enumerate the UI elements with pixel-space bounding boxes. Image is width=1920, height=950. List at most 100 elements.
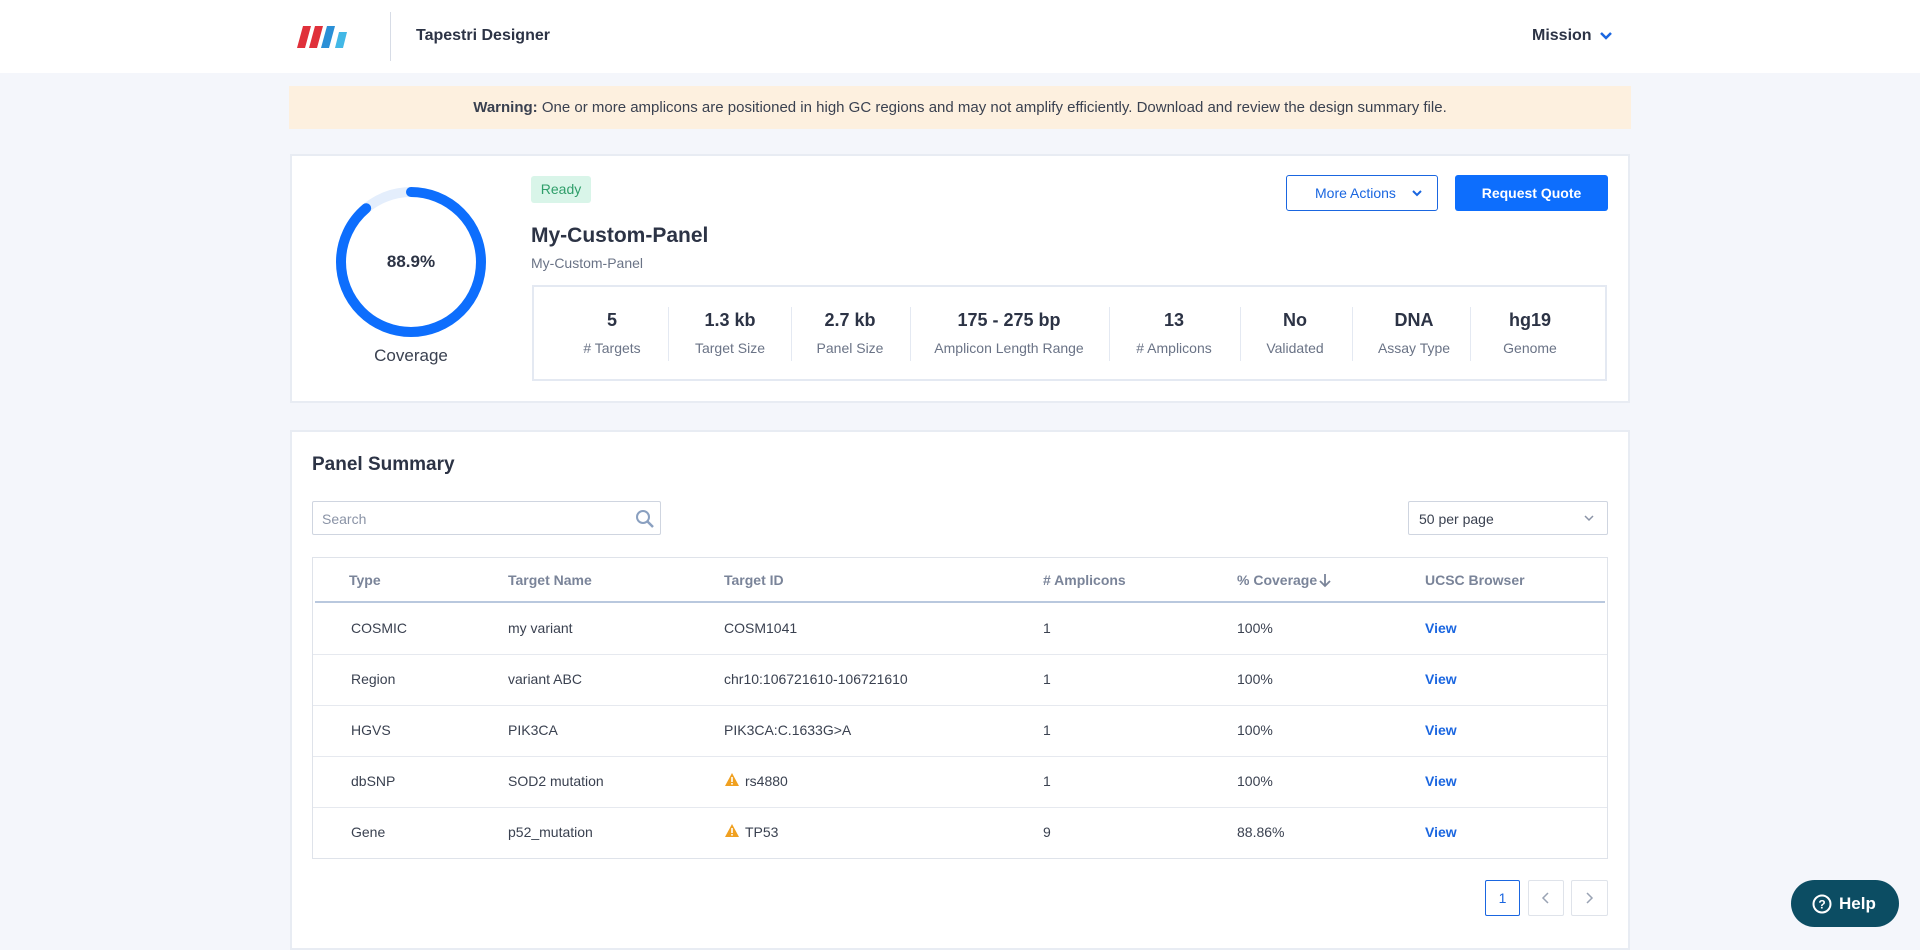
- cell: variant ABC: [508, 671, 582, 687]
- stats-box: 5 # Targets 1.3 kb Target Size 2.7 kb Panel S…: [532, 285, 1607, 381]
- top-bar: Tapestri Designer Mission: [0, 0, 1920, 73]
- divider: [390, 12, 391, 61]
- prev-icon: [1541, 892, 1549, 904]
- stat-value: 1.3 kb: [704, 310, 756, 330]
- help-label: Help: [1839, 894, 1876, 913]
- stat-value: 5: [606, 310, 617, 330]
- chevron: [1584, 515, 1594, 522]
- stat-divider: [791, 307, 792, 361]
- per-page-select[interactable]: 50 per page: [1408, 501, 1608, 535]
- warning-icon: [725, 824, 739, 837]
- cell: 9: [1043, 824, 1051, 840]
- cell: 100%: [1237, 620, 1273, 636]
- row-line: [313, 756, 1607, 757]
- cell: Region: [351, 671, 396, 687]
- view-link[interactable]: View: [1425, 620, 1457, 636]
- per-page-label: 50 per page: [1419, 511, 1494, 527]
- warning-banner: Warning: One or more amplicons are posit…: [289, 86, 1631, 129]
- stat-value: No: [1283, 310, 1307, 330]
- row-line: [313, 654, 1607, 655]
- search-input[interactable]: Search: [312, 501, 661, 535]
- cell: HGVS: [351, 722, 391, 738]
- next-page[interactable]: [1571, 880, 1608, 916]
- warning-label: Warning:: [473, 99, 538, 116]
- stat-label: Genome: [1503, 340, 1557, 356]
- cell: 100%: [1237, 722, 1273, 738]
- cell: p52_mutation: [508, 824, 593, 840]
- stat-label: # Targets: [583, 340, 641, 356]
- page-button[interactable]: 1: [1485, 880, 1520, 916]
- warning-icon: [725, 773, 739, 786]
- header-line: [315, 601, 1605, 603]
- cell: PIK3CA: [508, 722, 558, 738]
- cell: 1: [1043, 773, 1051, 789]
- svg-text:?: ?: [1818, 898, 1825, 912]
- stat-value: DNA: [1394, 310, 1434, 330]
- column-header: # Amplicons: [1043, 572, 1126, 588]
- panel-subtitle: My-Custom-Panel: [531, 255, 644, 271]
- more-actions-label: More Actions: [1315, 185, 1396, 201]
- warning-text: One or more amplicons are positioned in …: [541, 99, 1447, 116]
- help-button[interactable]: ? Help: [1791, 880, 1899, 927]
- cell: 1: [1043, 722, 1051, 738]
- coverage-caption: Coverage: [374, 346, 448, 365]
- cell: Gene: [351, 824, 386, 840]
- stat-divider: [1109, 307, 1110, 361]
- stat-value: 13: [1163, 310, 1185, 330]
- panel-title: My-Custom-Panel: [531, 224, 709, 247]
- app-name: Tapestri Designer: [416, 27, 550, 44]
- cell: 100%: [1237, 773, 1273, 789]
- stat-value: hg19: [1508, 310, 1551, 330]
- cell: COSMIC: [351, 620, 407, 636]
- cell: dbSNP: [351, 773, 396, 789]
- view-link[interactable]: View: [1425, 722, 1457, 738]
- column-header: Type: [349, 572, 381, 588]
- summary-table: Type Target Name Target ID # Amplicons % Cov…: [312, 557, 1608, 859]
- request-quote-button[interactable]: Request Quote: [1455, 175, 1608, 211]
- cell: SOD2 mutation: [508, 773, 604, 789]
- stat-value: 2.7 kb: [824, 310, 876, 330]
- stat-value: 175 - 275 bp: [957, 310, 1061, 330]
- sort-icon[interactable]: [1318, 573, 1332, 589]
- stat-divider: [1240, 307, 1241, 361]
- cell: chr10:106721610-106721610: [724, 671, 908, 687]
- stat-label: # Amplicons: [1136, 340, 1212, 356]
- cell: my variant: [508, 620, 573, 636]
- view-link[interactable]: View: [1425, 773, 1457, 789]
- prev-page[interactable]: [1528, 880, 1564, 916]
- column-header: UCSC Browser: [1425, 572, 1525, 588]
- column-header: Target ID: [724, 572, 784, 588]
- status-badge: Ready: [531, 176, 591, 203]
- more-actions-button[interactable]: More Actions: [1286, 175, 1438, 211]
- cell: PIK3CA:C.1633G>A: [724, 722, 852, 738]
- coverage-value: 88.9%: [386, 252, 436, 271]
- stat-label: Assay Type: [1377, 340, 1451, 356]
- stat-divider: [1470, 307, 1471, 361]
- cell: COSM1041: [724, 620, 798, 636]
- stat-label: Amplicon Length Range: [934, 340, 1084, 356]
- next-icon: [1586, 892, 1594, 904]
- logo: [297, 26, 347, 48]
- view-link[interactable]: View: [1425, 671, 1457, 687]
- coverage-donut: [336, 187, 486, 337]
- column-header: % Coverage: [1237, 572, 1318, 588]
- row-line: [313, 807, 1607, 808]
- user-menu[interactable]: Mission: [1532, 27, 1592, 44]
- cell: 88.86%: [1237, 824, 1285, 840]
- stat-label: Target Size: [694, 340, 766, 356]
- summary-title: Panel Summary: [312, 454, 455, 475]
- stat-divider: [1352, 307, 1353, 361]
- stat-label: Validated: [1266, 340, 1324, 356]
- stat-label: Panel Size: [816, 340, 884, 356]
- cell: 1: [1043, 671, 1051, 687]
- stat-divider: [668, 307, 669, 361]
- stat-divider: [910, 307, 911, 361]
- chevron: [1600, 32, 1612, 40]
- cell: 1: [1043, 620, 1051, 636]
- help-icon: ?: [1812, 894, 1832, 914]
- cell: 100%: [1237, 671, 1273, 687]
- cell: rs4880: [745, 773, 788, 789]
- panel-card: [290, 154, 1630, 403]
- view-link[interactable]: View: [1425, 824, 1457, 840]
